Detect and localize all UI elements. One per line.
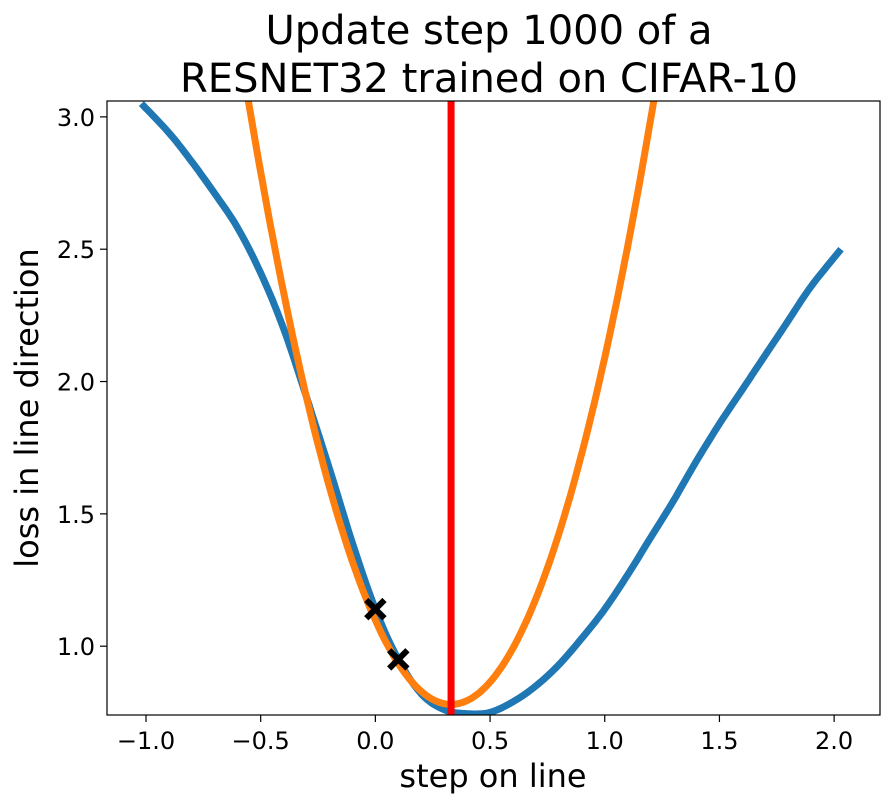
chart-title-line-2: RESNET32 trained on CIFAR-10: [180, 56, 798, 102]
x-tick-label: 0.5: [471, 727, 509, 755]
marker-x-2: [387, 648, 410, 671]
series-line-2: [244, 101, 658, 708]
series-line-1: [138, 101, 844, 715]
x-axis: −1.0 −0.5 0.0 0.5 1.0 1.5 2.0: [117, 715, 853, 755]
x-axis-label: step on line: [399, 757, 586, 795]
marker-x-1: [364, 597, 387, 621]
chart-title-line-1: Update step 1000 of a: [265, 8, 712, 54]
marker-layer: [364, 597, 410, 671]
y-axis: 1.0 1.5 2.0 2.5 3.0: [57, 104, 107, 661]
x-tick-label: 2.0: [815, 727, 853, 755]
y-tick-label: 2.5: [57, 236, 95, 264]
x-tick-label: −0.5: [232, 727, 290, 755]
x-tick-label: 1.5: [700, 727, 738, 755]
plot-area: [138, 101, 844, 715]
x-tick-label: 1.0: [586, 727, 624, 755]
y-tick-label: 1.5: [57, 501, 95, 529]
x-tick-label: −1.0: [117, 727, 175, 755]
y-tick-label: 1.0: [57, 633, 95, 661]
y-tick-label: 2.0: [57, 369, 95, 397]
x-tick-label: 0.0: [356, 727, 394, 755]
plot-frame: [106, 100, 881, 716]
y-tick-label: 3.0: [57, 104, 95, 132]
y-axis-label: loss in line direction: [8, 248, 46, 567]
